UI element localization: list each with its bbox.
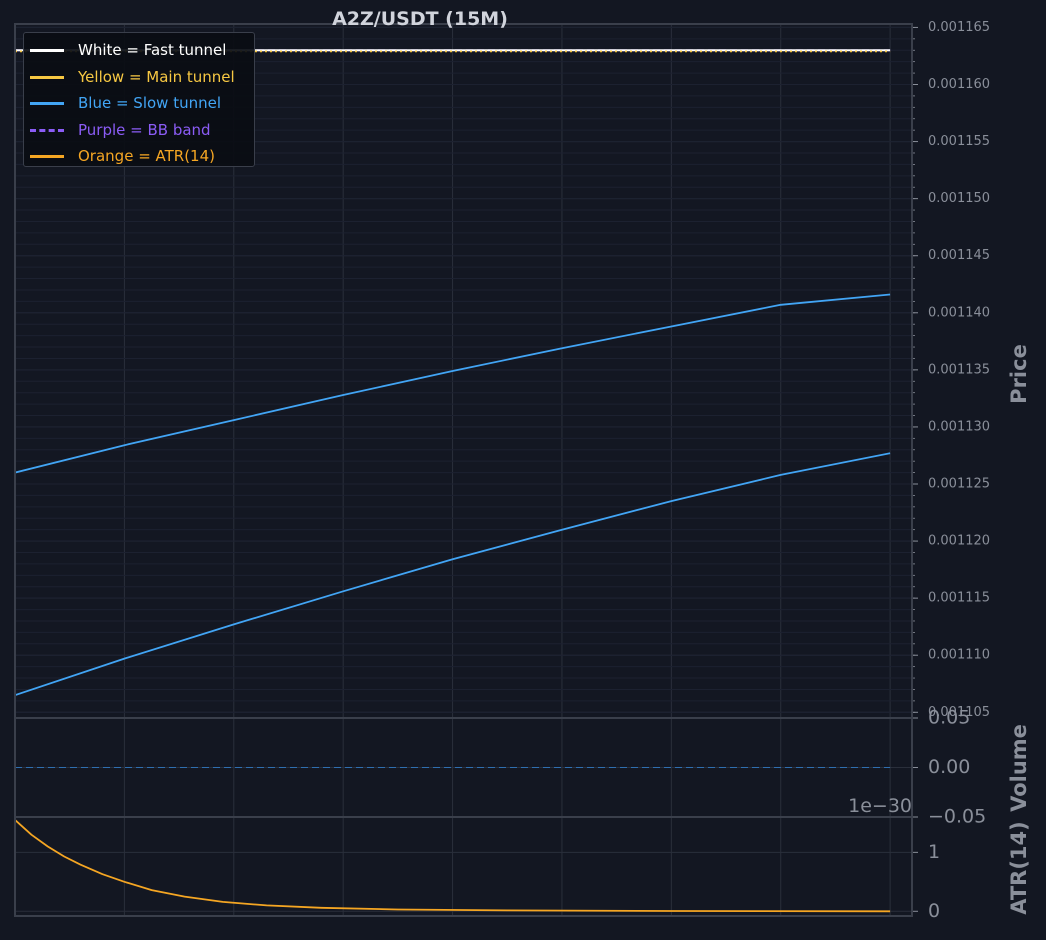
atr-ytick-label: 0 bbox=[928, 900, 940, 922]
legend-label-atr: Orange = ATR(14) bbox=[78, 147, 215, 166]
atr-ytick-label: 1 bbox=[928, 841, 940, 863]
legend-swatch-bb bbox=[30, 125, 64, 135]
legend-label-fast: White = Fast tunnel bbox=[78, 41, 227, 60]
legend-label-slow: Blue = Slow tunnel bbox=[78, 94, 221, 113]
legend-item-main: Yellow = Main tunnel bbox=[30, 64, 254, 91]
price-ytick-label: 0.001145 bbox=[928, 248, 990, 263]
price-series-line-3 bbox=[15, 293, 891, 474]
atr-offset-label: 1e−30 bbox=[848, 795, 912, 817]
legend-swatch-slow bbox=[30, 98, 64, 108]
price-ytick-label: 0.001150 bbox=[928, 191, 990, 206]
chart-legend: White = Fast tunnel Yellow = Main tunnel… bbox=[23, 32, 255, 167]
legend-label-main: Yellow = Main tunnel bbox=[78, 67, 235, 86]
legend-item-atr: Orange = ATR(14) bbox=[30, 143, 254, 170]
legend-item-bb: Purple = BB band bbox=[30, 117, 254, 144]
legend-swatch-fast bbox=[30, 45, 64, 55]
price-ytick-label: 0.001110 bbox=[928, 648, 990, 663]
price-ytick-label: 0.001135 bbox=[928, 362, 990, 377]
price-ylabel: Price bbox=[1007, 344, 1031, 404]
atr-ylabel: ATR(14) bbox=[1007, 821, 1031, 915]
atr-panel-frame bbox=[14, 816, 913, 917]
price-ytick-label: 0.001105 bbox=[928, 705, 990, 720]
price-ytick-label: 0.001125 bbox=[928, 477, 990, 492]
atr-series-line-0 bbox=[15, 819, 891, 913]
volume-ylabel: Volume bbox=[1007, 724, 1031, 812]
legend-swatch-main bbox=[30, 72, 64, 82]
price-ytick-label: 0.001155 bbox=[928, 134, 990, 149]
price-ytick-label: 0.001165 bbox=[928, 20, 990, 35]
price-ytick-label: 0.001115 bbox=[928, 591, 990, 606]
price-ytick-label: 0.001160 bbox=[928, 77, 990, 92]
chart-title: A2Z/USDT (15M) bbox=[332, 8, 508, 30]
legend-swatch-atr bbox=[30, 151, 64, 161]
price-ytick-label: 0.001130 bbox=[928, 419, 990, 434]
price-series-line-4 bbox=[15, 452, 891, 697]
volume-ytick-label: 0.00 bbox=[928, 756, 970, 778]
price-ytick-label: 0.001140 bbox=[928, 305, 990, 320]
legend-item-fast: White = Fast tunnel bbox=[30, 37, 254, 64]
volume-ytick-label: 0.05 bbox=[928, 707, 970, 729]
legend-item-slow: Blue = Slow tunnel bbox=[30, 90, 254, 117]
legend-label-bb: Purple = BB band bbox=[78, 120, 211, 139]
volume-ytick-label: −0.05 bbox=[928, 806, 986, 828]
price-ytick-label: 0.001120 bbox=[928, 534, 990, 549]
